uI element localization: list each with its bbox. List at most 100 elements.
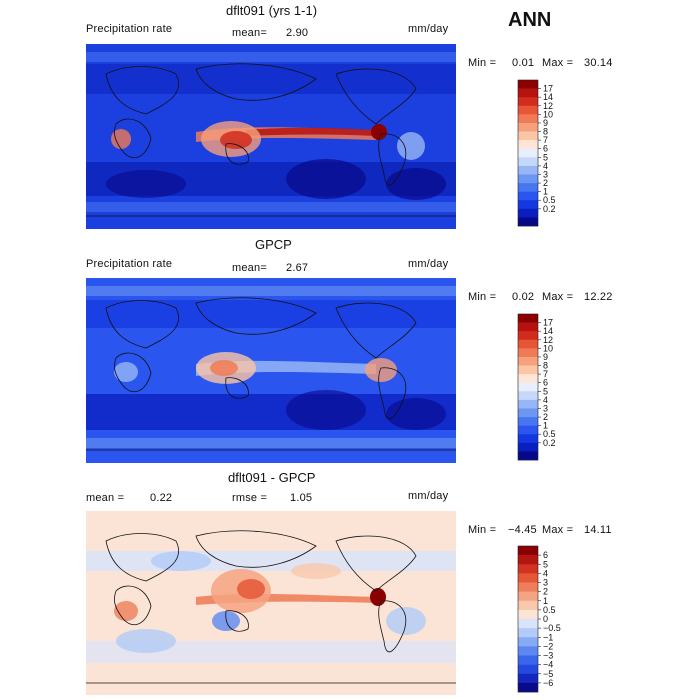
colorbar-tick-label: 8 <box>543 361 548 371</box>
colorbar-swatch <box>518 382 538 392</box>
colorbar-tick-label: 14 <box>543 92 553 102</box>
min-label-model: Min = <box>468 57 497 69</box>
panel-title-model: dflt091 (yrs 1-1) <box>226 3 318 18</box>
colorbar-tick-label: 6 <box>543 550 548 560</box>
season-label: ANN <box>508 9 552 31</box>
colorbar-swatch <box>518 451 538 461</box>
colorbar-tick-label: −5 <box>543 669 553 679</box>
colorbar-tick-label: 6 <box>543 378 548 388</box>
colorbar-swatch <box>518 148 538 158</box>
colorbar-tick-label: −2 <box>543 641 553 651</box>
min-label-diff: Min = <box>468 524 497 536</box>
colorbar-swatch <box>518 88 538 98</box>
colorbar-tick-label: 5 <box>543 386 548 396</box>
colorbar-swatch <box>518 208 538 218</box>
colorbar-tick-label: 0.5 <box>543 605 556 615</box>
colorbar-tick-label: 12 <box>543 101 553 111</box>
colorbar-swatch <box>518 97 538 107</box>
max-value-model: 30.14 <box>584 57 613 69</box>
colorbar-tick-label: −6 <box>543 678 553 688</box>
map-model <box>86 44 456 229</box>
max-label-diff: Max = <box>542 524 574 536</box>
min-value-diff: −4.45 <box>508 524 537 536</box>
map-obs <box>86 278 456 463</box>
colorbar-tick-label: −4 <box>543 660 553 670</box>
colorbar-swatch <box>518 425 538 435</box>
rmse-value-diff: 1.05 <box>290 492 313 504</box>
colorbar-swatch <box>518 374 538 384</box>
colorbar-tick-label: −0.5 <box>543 623 561 633</box>
colorbar-swatch <box>518 348 538 358</box>
mean-value-model: 2.90 <box>286 27 309 39</box>
max-value-obs: 12.22 <box>584 291 613 303</box>
colorbar-swatch <box>518 682 538 693</box>
mean-value-diff: 0.22 <box>150 492 173 504</box>
colorbar-swatch <box>518 546 538 556</box>
colorbar-model: 17 14 12 10 9 8 7 6 5 4 3 2 1 0.5 0.2 <box>517 79 578 227</box>
colorbar-swatch <box>518 609 538 620</box>
colorbar-tick-label: 0.5 <box>543 195 556 205</box>
colorbar-swatch <box>518 140 538 150</box>
colorbar-swatch <box>518 183 538 192</box>
colorbar-diff: 6 5 4 3 2 1 0.5 0 −0.5 −1 −2 −3 −4 −5 −6 <box>517 545 578 693</box>
colorbar-tick-label: 3 <box>543 578 548 588</box>
colorbar-swatch <box>518 434 538 444</box>
colorbar-obs: 17 14 12 10 9 8 7 6 5 4 3 2 1 0.5 0.2 <box>517 313 578 461</box>
colorbar-swatch <box>518 217 538 227</box>
map-diff <box>86 511 456 695</box>
colorbar-tick-label: 0 <box>543 614 548 624</box>
colorbar-tick-label: 7 <box>543 369 548 379</box>
variable-label-model: Precipitation rate <box>86 23 173 35</box>
colorbar-tick-label: 6 <box>543 144 548 154</box>
colorbar-tick-label: 5 <box>543 559 548 569</box>
colorbar-swatch <box>518 564 538 574</box>
colorbar-swatch <box>518 646 538 656</box>
colorbar-tick-label: 5 <box>543 152 548 162</box>
mean-label-obs: mean= <box>232 262 267 274</box>
colorbar-tick-label: 1 <box>543 187 548 197</box>
colorbar-swatch <box>518 165 538 175</box>
colorbar-outline <box>517 79 539 227</box>
colorbar-swatch <box>518 391 538 401</box>
panel-title-obs: GPCP <box>255 237 292 252</box>
max-label-obs: Max = <box>542 291 574 303</box>
colorbar-swatch <box>518 174 538 184</box>
colorbar-tick-label: 0.2 <box>543 438 556 448</box>
colorbar-tick-label: −3 <box>543 651 553 661</box>
colorbar-tick-label: 12 <box>543 335 553 345</box>
colorbar-swatch <box>518 591 538 602</box>
colorbar-swatch <box>518 191 538 201</box>
colorbar-swatch <box>518 637 538 647</box>
units-label-model: mm/day <box>408 23 449 35</box>
colorbar-swatch <box>518 356 538 366</box>
colorbar-swatch <box>518 573 538 583</box>
colorbar-tick-label: 9 <box>543 352 548 362</box>
colorbar-tick-label: 10 <box>543 343 553 353</box>
colorbar-swatch <box>518 314 538 323</box>
colorbar-swatch <box>518 339 538 349</box>
max-label-model: Max = <box>542 57 574 69</box>
colorbar-swatch <box>518 157 538 167</box>
colorbar-tick-label: 8 <box>543 127 548 137</box>
colorbar-swatch <box>518 131 538 141</box>
colorbar-tick-label: 4 <box>543 395 548 405</box>
colorbar-swatch <box>518 600 538 611</box>
map-diff-svg <box>86 511 456 695</box>
units-label-obs: mm/day <box>408 258 449 270</box>
colorbar-swatch <box>518 331 538 341</box>
colorbar-tick-label: 1 <box>543 596 548 606</box>
colorbar-tick-label: 2 <box>543 587 548 597</box>
colorbar-tick-label: 3 <box>543 403 548 413</box>
colorbar-tick-label: 10 <box>543 109 553 119</box>
colorbar-tick-label: 17 <box>543 84 553 94</box>
colorbar-tick-label: 2 <box>543 412 548 422</box>
colorbar-swatch <box>518 105 538 115</box>
min-label-obs: Min = <box>468 291 497 303</box>
colorbar-tick-label: 0.5 <box>543 429 556 439</box>
colorbar-swatch <box>518 655 538 665</box>
colorbar-swatch <box>518 673 538 684</box>
map-obs-svg <box>86 278 456 463</box>
colorbar-tick-label: 7 <box>543 135 548 145</box>
